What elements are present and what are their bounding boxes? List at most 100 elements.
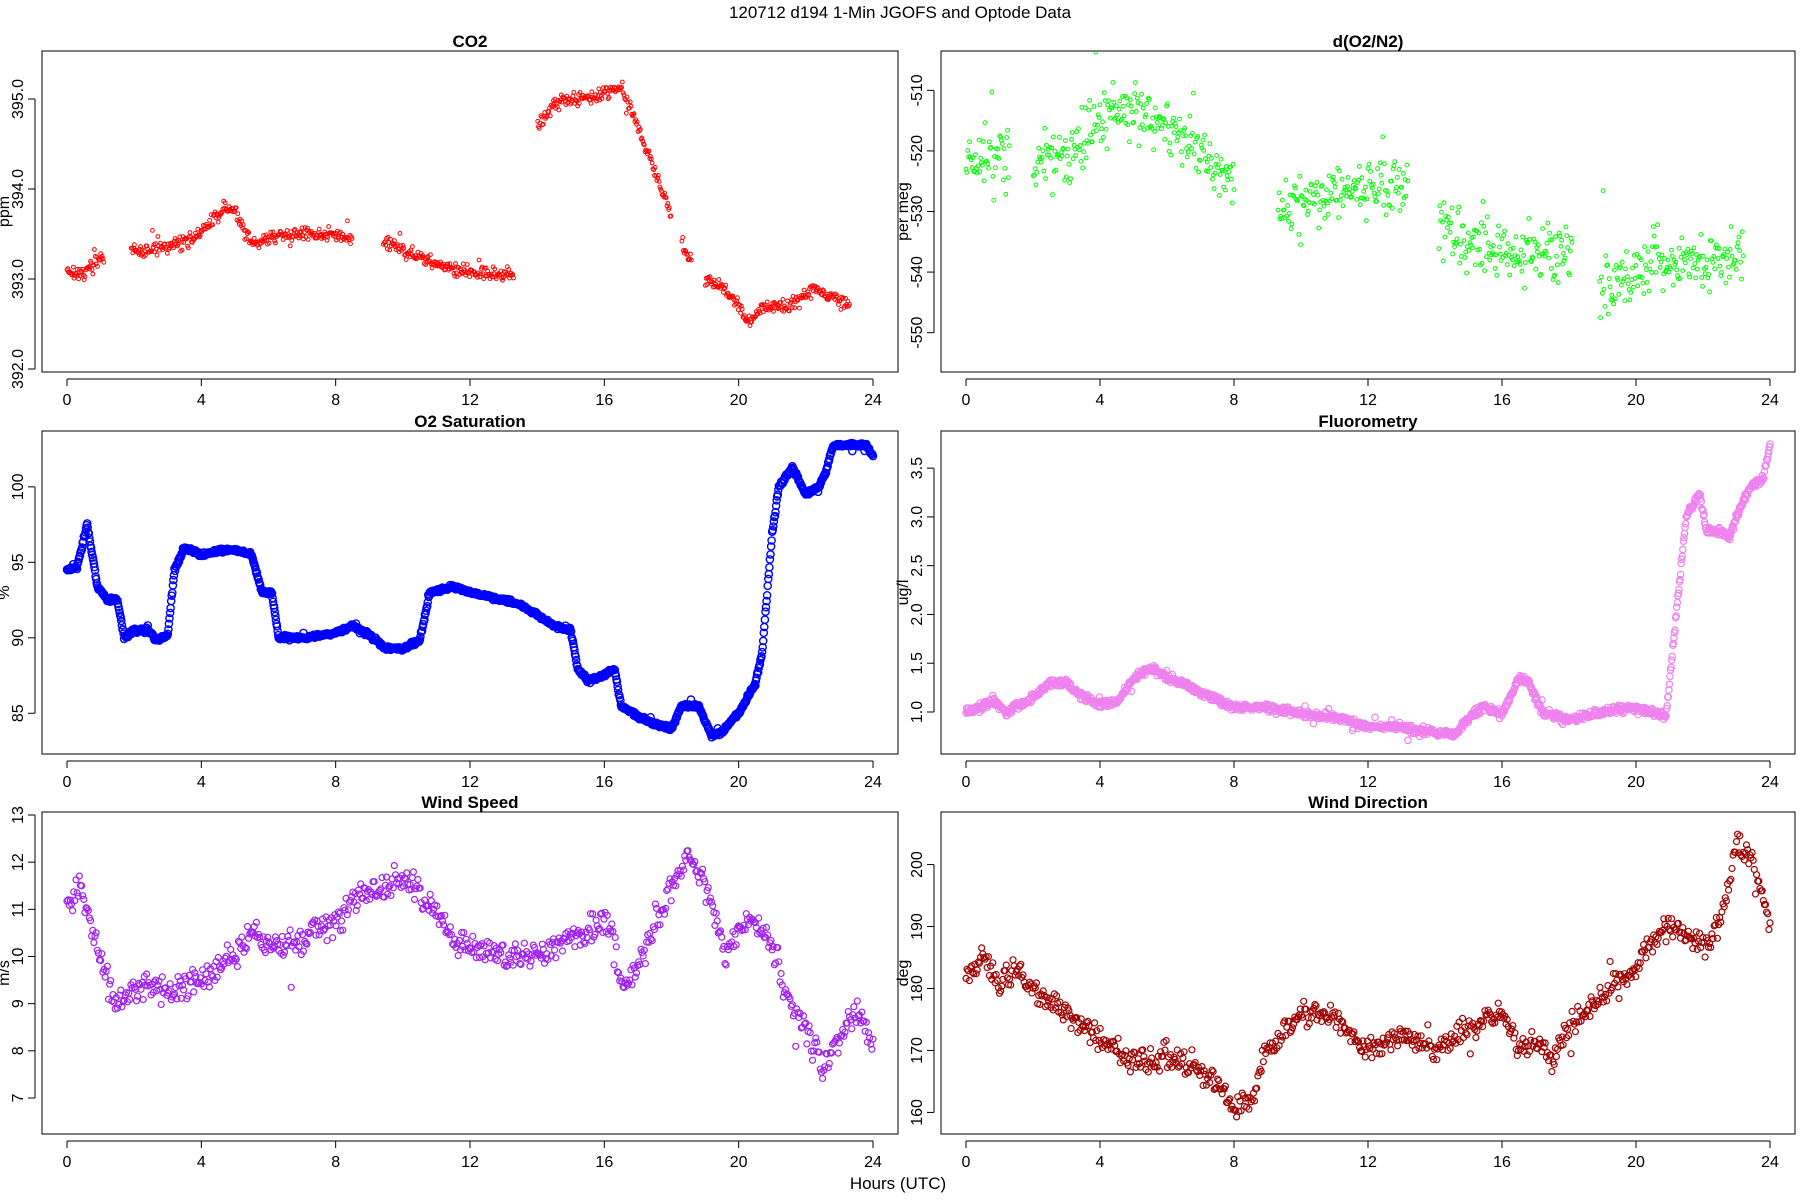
chart-d-o2-n2-point [1519, 268, 1525, 274]
chart-o2-saturation-point [762, 596, 771, 606]
chart-wind-speed-point [134, 992, 142, 1000]
chart-d-o2-n2-point [1708, 238, 1714, 244]
chart-d-o2-n2-point [1540, 226, 1545, 232]
chart-co2-point [500, 277, 505, 283]
chart-o2-saturation-y-tick-label: 90 [10, 629, 27, 647]
chart-d-o2-n2-point [1721, 252, 1727, 257]
chart-co2-point [625, 99, 631, 105]
chart-d-o2-n2-point [1701, 253, 1706, 259]
chart-fluorometry-point [1696, 490, 1705, 499]
chart-fluorometry-x-axis: 0 4 8 12 16 20 24 [962, 760, 1779, 791]
chart-d-o2-n2-point [1380, 134, 1386, 140]
chart-o2-saturation-point [169, 575, 178, 585]
chart-d-o2-n2-point [1645, 249, 1651, 255]
chart-d-o2-n2-point [1343, 187, 1348, 193]
chart-co2-point [806, 292, 812, 297]
chart-co2-point [70, 264, 76, 270]
chart-co2-point [623, 110, 629, 116]
chart-co2-point [619, 85, 624, 90]
chart-d-o2-n2-point [1711, 254, 1717, 259]
chart-fluorometry-point [1679, 537, 1688, 546]
chart-d-o2-n2-point [1403, 193, 1409, 199]
chart-d-o2-n2-point [1182, 125, 1188, 131]
chart-o2-saturation-title: O2 Saturation [414, 412, 525, 431]
chart-d-o2-n2-point [1131, 119, 1137, 125]
chart-o2-saturation-point [117, 616, 126, 626]
chart-co2-point [840, 296, 845, 302]
chart-d-o2-n2-point [1357, 164, 1362, 169]
chart-d-o2-n2-point [1561, 251, 1566, 256]
chart-o2-saturation-point [268, 597, 278, 607]
chart-d-o2-n2-point [1598, 315, 1603, 321]
chart-d-o2-n2-point [1669, 247, 1674, 253]
chart-d-o2-n2-point [1445, 225, 1450, 231]
chart-d-o2-n2-point [1362, 197, 1367, 202]
chart-wind-speed-point [362, 896, 370, 905]
chart-d-o2-n2-point [1739, 229, 1745, 235]
chart-d-o2-n2-point [1670, 282, 1676, 288]
chart-d-o2-n2-point [1034, 170, 1040, 175]
chart-co2-point [323, 231, 328, 237]
chart-d-o2-n2-point [1564, 233, 1570, 239]
chart-d-o2-n2-point [1616, 292, 1622, 297]
chart-d-o2-n2-point [1522, 285, 1527, 291]
chart-d-o2-n2-point [1063, 138, 1068, 144]
chart-wind-speed-point [103, 962, 112, 970]
chart-d-o2-n2-point [1682, 260, 1688, 266]
chart-d-o2-n2-point [1067, 180, 1073, 186]
chart-co2-point [656, 173, 661, 178]
chart-d-o2-n2-point [1401, 171, 1406, 176]
chart-fluorometry-x-tick-label: 8 [1230, 774, 1239, 791]
chart-fluorometry-point [1762, 461, 1770, 469]
chart-co2-point [400, 243, 406, 248]
chart-wind-speed-point [289, 939, 297, 947]
chart-d-o2-n2-point [1217, 172, 1223, 177]
chart-d-o2-n2-point [1396, 167, 1402, 172]
chart-wind-speed-point [390, 861, 398, 870]
chart-d-o2-n2-point [1121, 113, 1127, 119]
chart-o2-saturation-point [566, 627, 576, 636]
chart-d-o2-n2-point [1678, 254, 1684, 260]
chart-d-o2-n2-point [1466, 248, 1472, 253]
chart-co2-point [556, 107, 562, 113]
chart-wind-speed-point [158, 973, 166, 981]
chart-co2-point [707, 274, 713, 280]
chart-d-o2-n2-point [1561, 258, 1567, 264]
chart-d-o2-n2-point [979, 160, 984, 165]
chart-d-o2-n2-point [1495, 232, 1501, 238]
chart-d-o2-n2-point [1385, 193, 1391, 198]
chart-d-o2-n2-point [1146, 96, 1152, 102]
chart-d-o2-n2-point [1087, 98, 1092, 103]
chart-d-o2-n2-point [1447, 229, 1453, 235]
chart-co2-point [475, 270, 481, 276]
chart-co2-point [210, 222, 216, 228]
chart-d-o2-n2-point [1322, 215, 1328, 221]
chart-d-o2-n2-point [1728, 224, 1734, 230]
chart-wind-speed-point [190, 988, 198, 996]
chart-d-o2-n2-point [1132, 91, 1137, 96]
chart-wind-speed-point [119, 997, 127, 1006]
chart-wind-speed-x-tick-label: 8 [331, 1154, 340, 1171]
chart-d-o2-n2-y-tick-label: -550 [909, 317, 926, 349]
chart-fluorometry-point [1665, 680, 1674, 689]
chart-co2-point [142, 252, 148, 258]
chart-wind-speed-point [312, 931, 320, 939]
chart-wind-speed-point [172, 983, 180, 992]
chart-o2-saturation-point [774, 485, 783, 495]
chart-d-o2-n2-point [1138, 101, 1143, 107]
chart-d-o2-n2-point [1311, 192, 1316, 197]
chart-d-o2-n2-point [1124, 95, 1130, 101]
chart-o2-saturation-point [758, 643, 768, 652]
chart-d-o2-n2-point [1657, 265, 1663, 270]
chart-co2-point [666, 205, 672, 211]
chart-d-o2-n2-point [1606, 276, 1612, 282]
chart-d-o2-n2-point [1321, 203, 1327, 209]
chart-d-o2-n2-point [1205, 169, 1211, 174]
chart-d-o2-n2-point [1314, 180, 1320, 185]
chart-d-o2-n2-point [1178, 149, 1184, 155]
chart-d-o2-n2-point [1173, 124, 1179, 130]
chart-d-o2-n2-point [1611, 301, 1616, 307]
chart-d-o2-n2-point [1727, 274, 1732, 280]
chart-co2-point [735, 295, 740, 301]
chart-d-o2-n2-point [1000, 177, 1006, 183]
